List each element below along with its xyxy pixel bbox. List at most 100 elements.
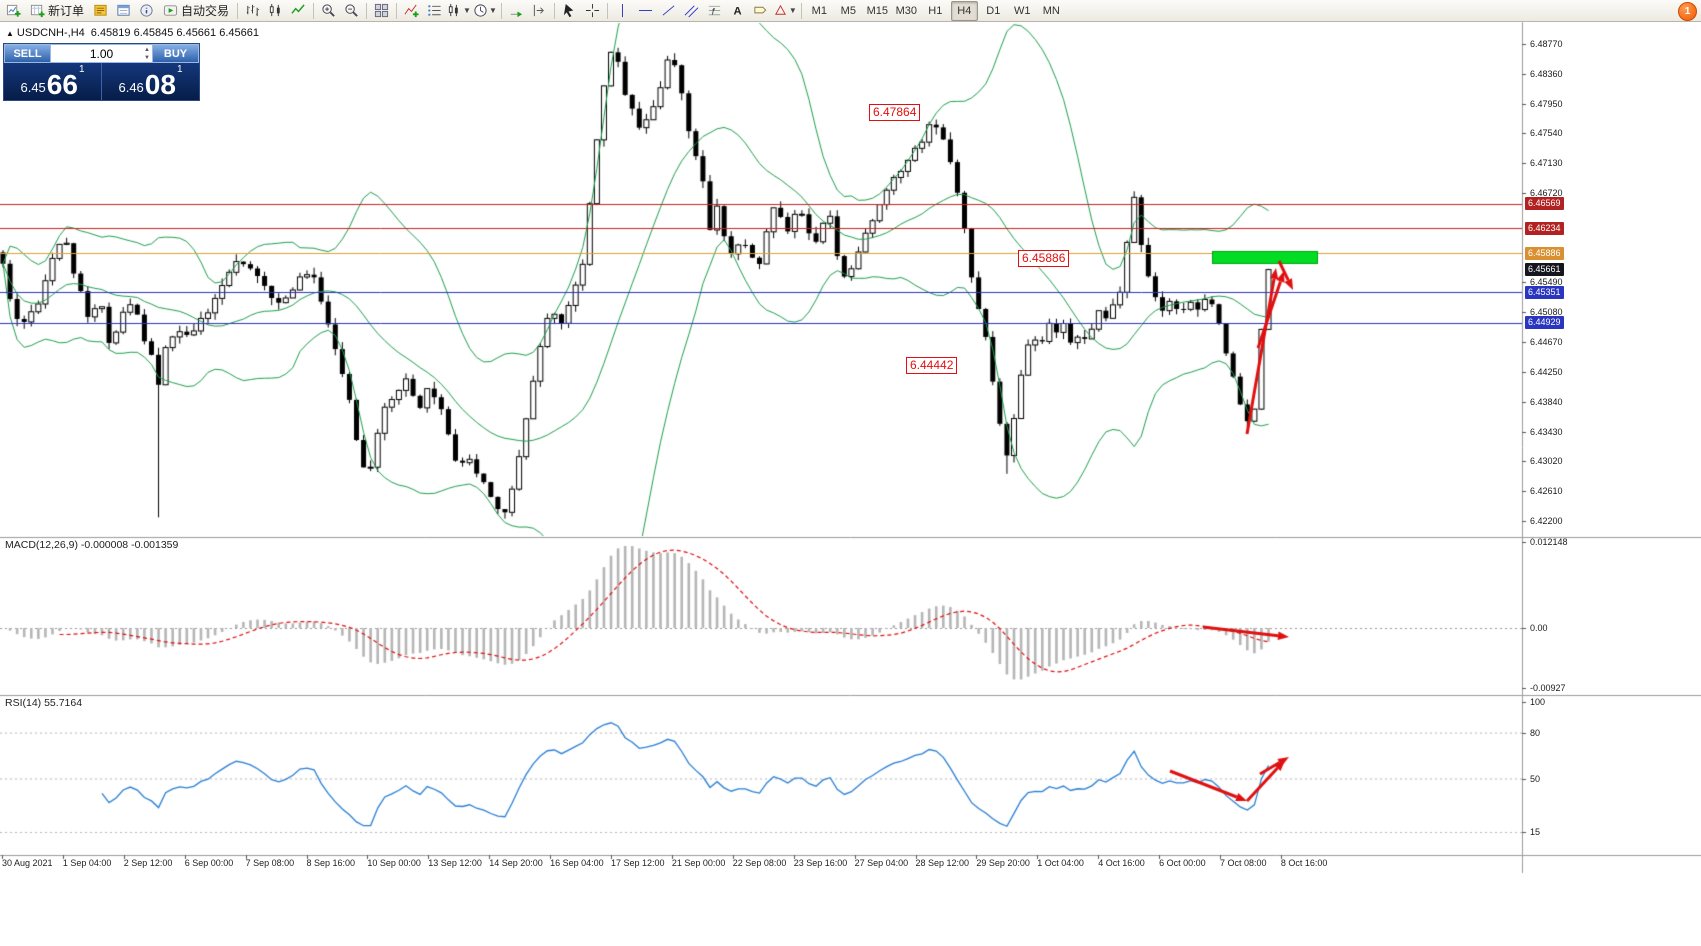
one-click-trading-panel: SELL 1.00 ▲ ▼ BUY 6.45 66 1 6.46 08 1	[3, 43, 200, 101]
price-tick: 6.46720	[1530, 187, 1563, 198]
timeframe-M1[interactable]: M1	[811, 4, 827, 17]
notification-badge[interactable]: 1	[1678, 2, 1697, 21]
sell-button[interactable]: SELL	[4, 44, 51, 63]
candlestick-chart-button[interactable]	[264, 0, 287, 22]
zoom-out-button[interactable]	[340, 0, 363, 22]
macd-scale-label: -0.00927	[1530, 683, 1566, 693]
toolbar-separator	[313, 2, 315, 19]
macd-scale-label: 0.00	[1530, 623, 1548, 633]
timeframe-M30[interactable]: M30	[895, 4, 917, 17]
timeframe-H4[interactable]: H4	[950, 0, 978, 21]
svg-text:A: A	[733, 5, 741, 17]
lot-size-value: 1.00	[89, 46, 114, 61]
date-label: 30 Aug 2021	[2, 858, 53, 868]
lot-spinner[interactable]: ▲ ▼	[144, 46, 150, 62]
zoom-in-button[interactable]	[317, 0, 340, 22]
date-label: 4 Oct 16:00	[1098, 858, 1145, 868]
buy-button[interactable]: BUY	[152, 44, 199, 63]
price-tick: 6.45080	[1530, 306, 1563, 317]
timeframe-toolbar: M1 M5 M15 M30 H1 H4 D1 W1 MN	[805, 0, 1066, 21]
toolbar-separator	[553, 2, 555, 19]
price-scale[interactable]: 6.48770 6.48360 6.47950 6.47540 6.47130 6.467…	[1523, 22, 1701, 856]
timeframe-D1[interactable]: D1	[986, 4, 1001, 17]
autotrading-label: 自动交易	[181, 4, 230, 18]
sell-price-display: 6.45 66 1	[4, 63, 101, 100]
price-tag: 6.45886	[1525, 246, 1564, 260]
date-label: 29 Sep 20:00	[976, 858, 1030, 868]
market-watch-button[interactable]	[89, 0, 112, 22]
data-window-button[interactable]	[112, 0, 135, 22]
price-tick: 6.42610	[1530, 486, 1563, 497]
date-label: 27 Sep 04:00	[854, 858, 909, 868]
buy-price-main: 6.46	[118, 80, 144, 95]
price-alert-label: 6.45886	[1018, 250, 1070, 267]
rsi-indicator-label: RSI(14) 55.7164	[5, 697, 83, 709]
toolbar-separator	[237, 2, 239, 19]
equidistant-channel-button[interactable]	[680, 0, 703, 22]
toolbar-separator	[396, 2, 398, 19]
date-label: 1 Oct 04:00	[1037, 858, 1084, 868]
price-tick: 6.45490	[1530, 277, 1563, 288]
text-button[interactable]: A	[726, 0, 749, 22]
crosshair-button[interactable]	[581, 0, 604, 22]
fibonacci-button[interactable]: f	[703, 0, 726, 22]
price-tag: 6.46569	[1525, 197, 1564, 211]
spinner-down-icon[interactable]: ▼	[144, 55, 150, 61]
timeframe-W1[interactable]: W1	[1014, 4, 1031, 17]
price-tag: 6.44929	[1525, 316, 1564, 330]
tile-windows-button[interactable]	[370, 0, 393, 22]
new-chart-button[interactable]	[2, 0, 25, 22]
vertical-line-button[interactable]	[611, 0, 634, 22]
svg-text:f: f	[712, 6, 716, 16]
date-label: 13 Sep 12:00	[428, 858, 482, 868]
date-label: 10 Sep 00:00	[367, 858, 421, 868]
indicators-button[interactable]	[400, 0, 423, 22]
chart-shift-button[interactable]	[528, 0, 551, 22]
templates-button[interactable]: ▼	[446, 0, 472, 22]
chart-ohlc-values: 6.45819 6.45845 6.45661 6.45661	[90, 27, 259, 39]
rsi-scale-label: 100	[1530, 697, 1546, 707]
date-label: 1 Sep 04:00	[62, 858, 112, 868]
autotrading-button[interactable]: 自动交易	[158, 0, 234, 22]
bar-chart-button[interactable]	[241, 0, 264, 22]
price-alert-label: 6.44442	[906, 357, 958, 374]
date-axis[interactable]: 30 Aug 2021 1 Sep 04:00 2 Sep 12:00 6 Sep 0…	[0, 855, 1701, 873]
periods-button[interactable]: ▼	[472, 0, 498, 22]
price-tick: 6.43430	[1530, 426, 1563, 437]
chart-title: ▲ USDCNH-,H4 6.45819 6.45845 6.45661 6.456…	[6, 27, 259, 39]
sell-price-pips: 66	[46, 69, 78, 100]
sell-price-main: 6.45	[20, 80, 46, 95]
price-tick: 6.47950	[1530, 98, 1563, 109]
timeframe-M15[interactable]: M15	[866, 4, 888, 17]
cursor-button[interactable]	[558, 0, 581, 22]
navigator-button[interactable]	[135, 0, 158, 22]
horizontal-line-button[interactable]	[634, 0, 657, 22]
macd-indicator-label: MACD(12,26,9) -0.000008 -0.001359	[5, 539, 179, 551]
price-tick: 6.44250	[1530, 367, 1563, 378]
trendline-button[interactable]	[657, 0, 680, 22]
lot-size-input[interactable]: 1.00 ▲ ▼	[51, 44, 152, 63]
timeframe-M5[interactable]: M5	[840, 4, 856, 17]
price-tick: 6.44670	[1530, 336, 1563, 347]
collapse-panel-arrow[interactable]: ▲	[6, 29, 14, 38]
toolbar-separator	[366, 2, 368, 19]
price-tag: 6.46234	[1525, 221, 1564, 235]
new-order-button[interactable]: 新订单	[25, 0, 89, 22]
buy-price-display: 6.46 08 1	[102, 63, 199, 100]
price-tick: 6.47540	[1530, 128, 1563, 139]
date-label: 6 Oct 00:00	[1159, 858, 1206, 868]
timeframe-H1[interactable]: H1	[928, 4, 943, 17]
indicator-list-button[interactable]	[423, 0, 446, 22]
chevron-down-icon: ▼	[463, 6, 471, 15]
spinner-up-icon[interactable]: ▲	[144, 47, 150, 53]
timeframe-MN[interactable]: MN	[1042, 4, 1060, 17]
text-label-button[interactable]	[749, 0, 772, 22]
price-tick: 6.48360	[1530, 68, 1563, 79]
autoscroll-button[interactable]	[505, 0, 528, 22]
price-tick: 6.43020	[1530, 456, 1563, 467]
line-chart-button[interactable]	[287, 0, 310, 22]
date-label: 7 Sep 08:00	[245, 858, 295, 868]
shapes-button[interactable]: ▼	[772, 0, 798, 22]
